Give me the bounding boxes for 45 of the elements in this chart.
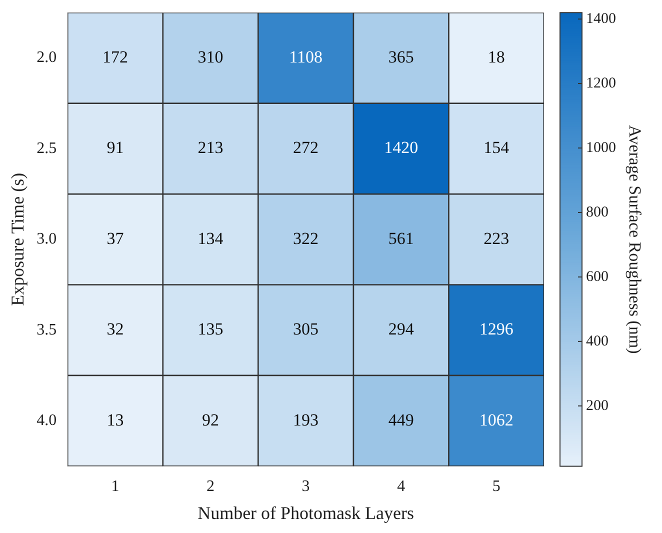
y-tick-label: 3.5 xyxy=(36,321,57,338)
data-label: 1062 xyxy=(479,410,514,430)
data-label: 135 xyxy=(198,320,224,339)
x-tick-label: 5 xyxy=(492,478,500,496)
data-label: 18 xyxy=(488,47,505,66)
color-bar-label: 200 xyxy=(586,398,608,414)
data-label: 1296 xyxy=(479,320,514,339)
y-axis-title: Exposure Time (s) xyxy=(8,172,28,306)
data-label: 13 xyxy=(106,410,124,430)
y-tick-label: 2.0 xyxy=(36,49,57,66)
data-label: 449 xyxy=(388,410,414,430)
color-bar-label: 400 xyxy=(586,333,608,350)
color-bar-label: 600 xyxy=(586,268,608,285)
data-label: 134 xyxy=(198,228,224,248)
data-label: 193 xyxy=(293,410,319,430)
data-label: 294 xyxy=(388,320,414,339)
data-label: 272 xyxy=(293,138,319,158)
data-label: 310 xyxy=(198,47,224,66)
x-tick-label: 3 xyxy=(302,478,310,496)
x-tick-label: 1 xyxy=(111,478,120,496)
data-label: 561 xyxy=(388,228,414,248)
data-label: 91 xyxy=(106,138,124,158)
color-bar-label: 1400 xyxy=(586,10,616,27)
data-label: 322 xyxy=(293,228,319,248)
x-tick-label: 2 xyxy=(206,478,215,496)
data-label: 37 xyxy=(106,228,124,248)
y-tick-label: 4.0 xyxy=(36,412,57,430)
data-label: 32 xyxy=(106,320,124,339)
x-axis-title: Number of Photomask Layers xyxy=(198,502,414,523)
data-label: 1420 xyxy=(384,138,418,158)
data-label: 1108 xyxy=(289,47,322,66)
data-label: 154 xyxy=(484,138,510,158)
y-tick-label: 3.0 xyxy=(36,230,57,248)
data-label: 172 xyxy=(102,47,128,66)
data-label: 223 xyxy=(484,228,510,248)
x-tick-label: 4 xyxy=(397,478,406,496)
data-label: 213 xyxy=(198,138,224,158)
color-bar-label: 800 xyxy=(586,204,608,220)
color-bar-label: 1200 xyxy=(586,75,616,92)
data-label: 305 xyxy=(293,320,319,339)
data-label: 92 xyxy=(202,410,220,430)
color-bar-title: Average Surface Roughness (nm) xyxy=(626,125,645,354)
color-bar-label: 1000 xyxy=(586,140,616,156)
y-tick-label: 2.5 xyxy=(36,140,57,157)
data-label: 365 xyxy=(388,47,414,66)
